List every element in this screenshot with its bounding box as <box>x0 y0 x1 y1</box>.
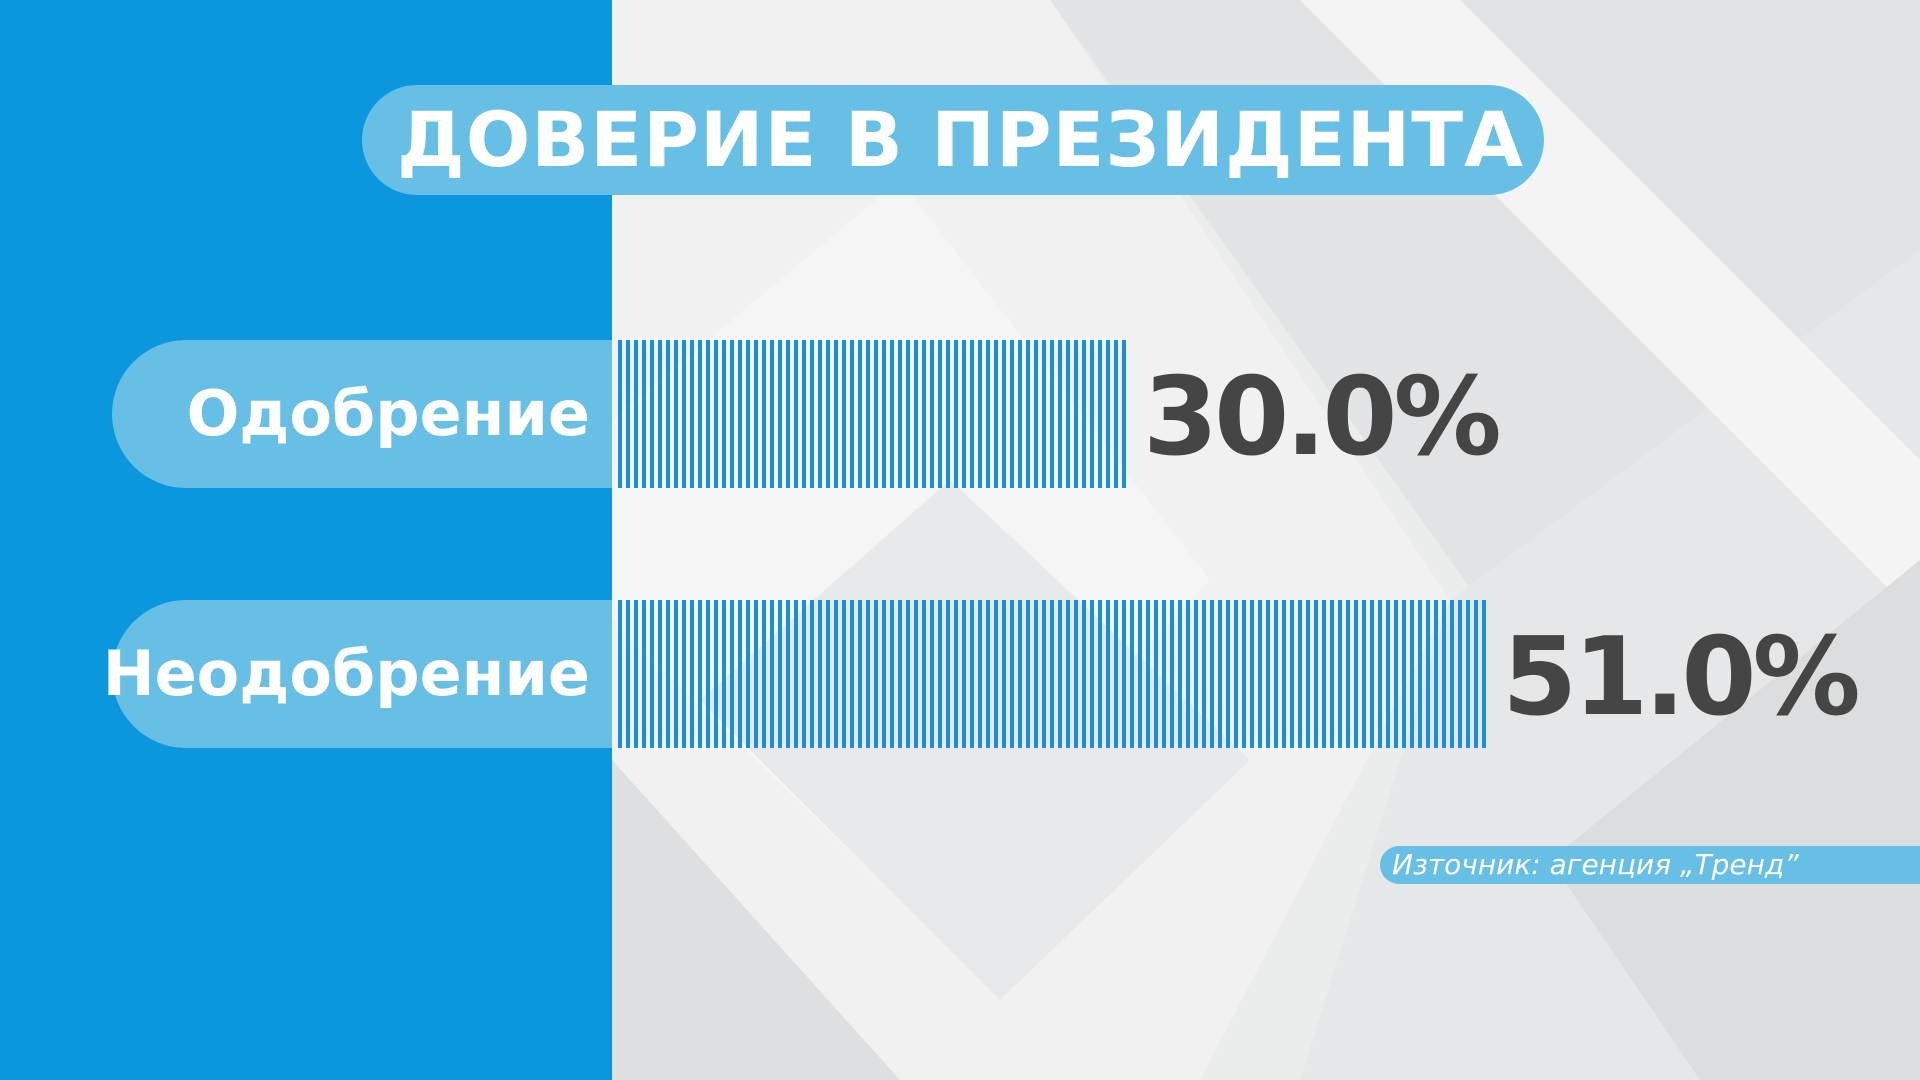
source-banner <box>1380 846 1920 884</box>
bar-2 <box>618 600 1486 748</box>
value-label-1: 30.0% <box>1143 355 1498 480</box>
category-label: Неодобрение <box>102 637 590 710</box>
category-label: Одобрение <box>186 377 590 450</box>
bar-1 <box>618 340 1126 488</box>
title-banner <box>362 85 1544 195</box>
chart-title: ДОВЕРИЕ В ПРЕЗИДЕНТА <box>397 95 1524 184</box>
category-label-pill: Одобрение <box>112 340 612 488</box>
category-label-pill: Неодобрение <box>103 600 612 748</box>
value-label-2: 51.0% <box>1502 615 1857 740</box>
source-caption: Източник: агенция „Тренд” <box>1392 848 1799 881</box>
